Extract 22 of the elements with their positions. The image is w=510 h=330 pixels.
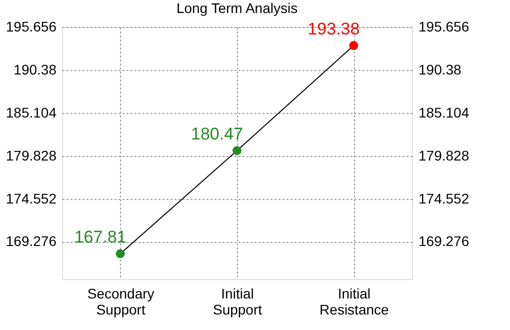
point <box>349 41 358 50</box>
x-tick-label: Initial Resistance <box>320 286 390 318</box>
x-tick-label: Initial Support <box>212 286 262 318</box>
y-tick-label: 195.656 <box>6 18 57 34</box>
y2-tick-label: 190.38 <box>418 61 462 78</box>
y2-tick-label: 195.656 <box>418 18 470 34</box>
data-label: 193.38 <box>308 20 360 39</box>
y-tick-label: 169.276 <box>6 233 57 250</box>
point <box>116 249 125 258</box>
y-tick-label: 179.828 <box>6 147 57 164</box>
chart-title: Long Term Analysis <box>176 0 298 16</box>
y-tick-label: 174.552 <box>6 190 57 206</box>
data-label: 167.81 <box>74 228 126 247</box>
y2-tick-label: 169.276 <box>418 233 470 250</box>
y2-tick-label: 185.104 <box>418 104 470 120</box>
y-tick-label: 185.104 <box>6 104 57 120</box>
y-tick-label: 190.38 <box>14 61 57 78</box>
y2-tick-label: 179.828 <box>418 147 470 164</box>
point <box>232 146 242 156</box>
x-tick-label: Secondary Support <box>87 286 154 318</box>
data-label: 180.47 <box>191 124 243 144</box>
y2-tick-label: 174.552 <box>418 190 470 206</box>
